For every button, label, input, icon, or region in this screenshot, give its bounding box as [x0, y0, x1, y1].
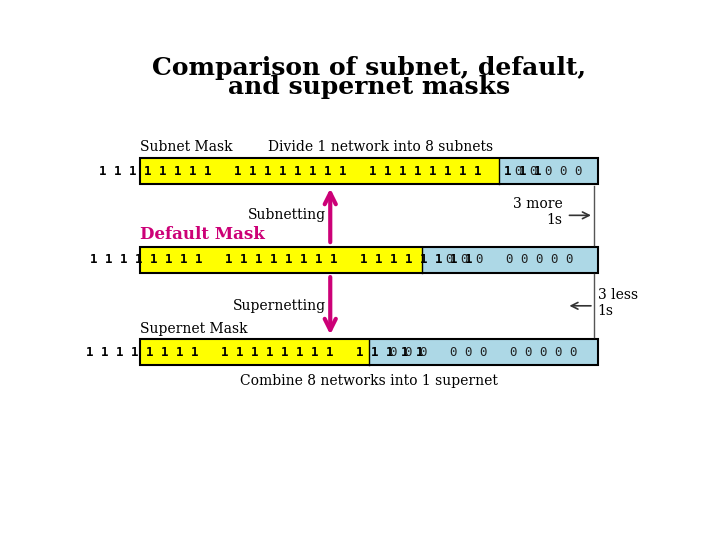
Bar [140, 158, 499, 184]
Bar [499, 158, 598, 184]
Bar [422, 247, 598, 273]
Text: 1 1 1 1 1 1 1 1   1 1 1 1 1 1 1 1   1 1 1 1 1 1 1 1: 1 1 1 1 1 1 1 1 1 1 1 1 1 1 1 1 1 1 1 1 … [90, 253, 472, 266]
Bar [140, 158, 598, 184]
Bar [140, 339, 369, 365]
Bar [140, 339, 598, 365]
Text: 1 1 1 1 1 1 1 1   1 1 1 1 1 1 1 1   1 1 1 1 1: 1 1 1 1 1 1 1 1 1 1 1 1 1 1 1 1 1 1 1 1 … [86, 346, 423, 359]
Text: Comparison of subnet, default,: Comparison of subnet, default, [152, 56, 586, 80]
Text: Default Mask: Default Mask [140, 226, 265, 242]
Text: 0 0 0   0 0 0 0 0: 0 0 0 0 0 0 0 0 [446, 253, 573, 266]
Text: Combine 8 networks into 1 supernet: Combine 8 networks into 1 supernet [240, 374, 498, 388]
Text: 3 more
1s: 3 more 1s [513, 197, 563, 227]
Bar [369, 339, 598, 365]
Text: 0 0 0 0 0: 0 0 0 0 0 [515, 165, 582, 178]
Text: Subnetting: Subnetting [248, 208, 325, 222]
Text: 1 1 1 1 1 1 1 1   1 1 1 1 1 1 1 1   1 1 1 1 1 1 1 1   1 1 1: 1 1 1 1 1 1 1 1 1 1 1 1 1 1 1 1 1 1 1 1 … [99, 165, 541, 178]
Bar [140, 247, 598, 273]
Text: Supernetting: Supernetting [233, 299, 325, 313]
Text: 3 less
1s: 3 less 1s [598, 288, 638, 318]
Bar [140, 247, 422, 273]
Text: and supernet masks: and supernet masks [228, 75, 510, 99]
Text: Supernet Mask: Supernet Mask [140, 322, 248, 336]
Text: 0 0 0   0 0 0   0 0 0 0 0: 0 0 0 0 0 0 0 0 0 0 0 [390, 346, 577, 359]
Text: Divide 1 network into 8 subnets: Divide 1 network into 8 subnets [269, 140, 493, 154]
Text: Subnet Mask: Subnet Mask [140, 140, 233, 154]
